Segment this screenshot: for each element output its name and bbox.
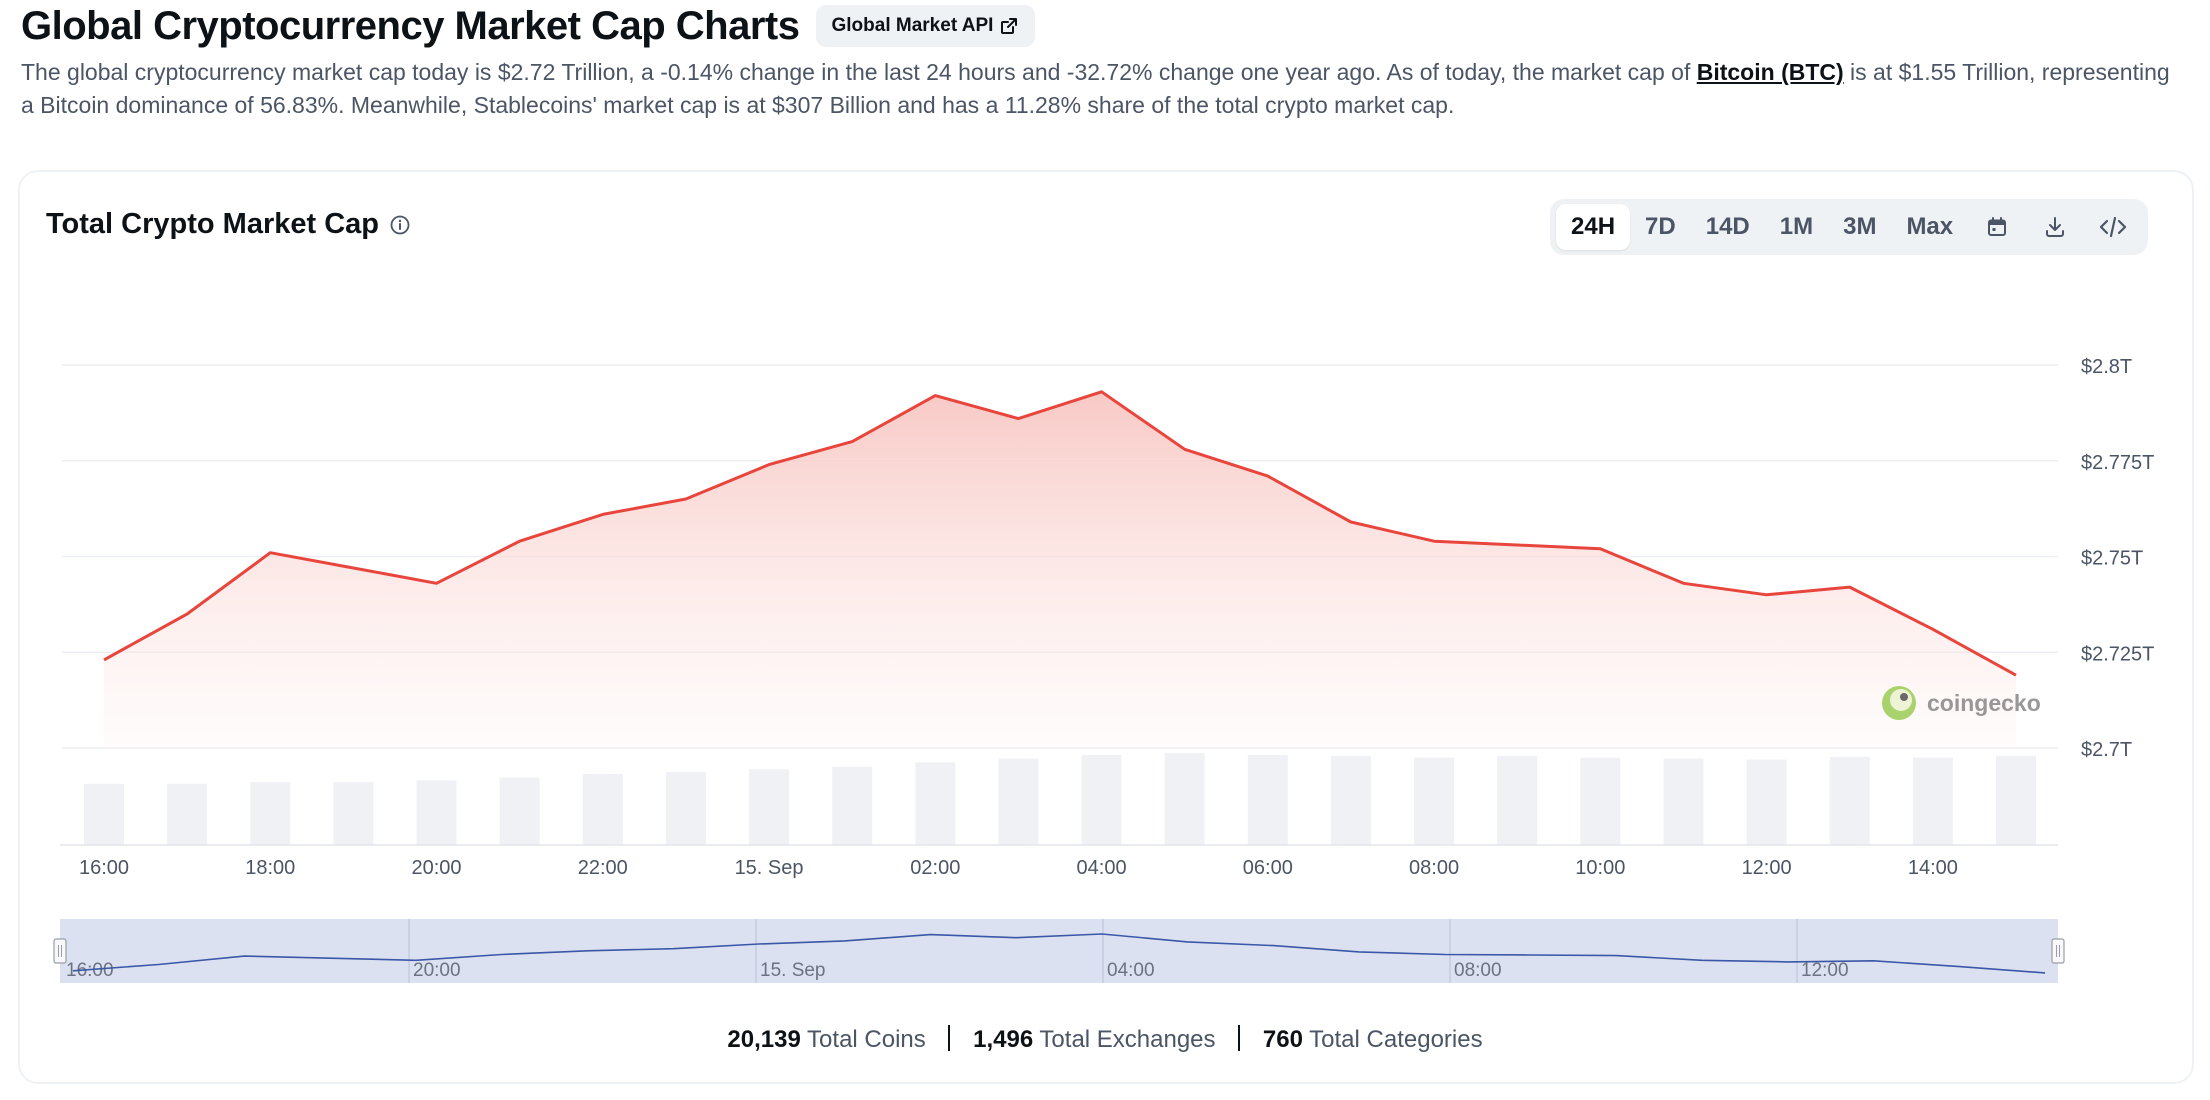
download-button[interactable] bbox=[2026, 204, 2084, 250]
total-coins-label: Total Coins bbox=[807, 1026, 926, 1053]
y-tick-label: $2.8T bbox=[2081, 356, 2132, 378]
range-max-button[interactable]: Max bbox=[1906, 213, 1954, 240]
summary-text-2: is at $1.55 Trillion, representing a Bit… bbox=[21, 59, 2170, 118]
navigator-right-handle[interactable] bbox=[2051, 938, 2065, 964]
volume-bar bbox=[416, 780, 457, 845]
market-cap-line[interactable] bbox=[103, 390, 2017, 677]
y-tick-label: $2.725T bbox=[2081, 643, 2154, 665]
divider bbox=[1238, 1025, 1241, 1051]
y-tick-label: $2.75T bbox=[2081, 548, 2143, 570]
volume-bar bbox=[333, 782, 374, 845]
volume-bar bbox=[1912, 757, 1953, 845]
volume-bar bbox=[1164, 753, 1205, 845]
market-cap-area bbox=[104, 391, 2016, 748]
volume-bar bbox=[1414, 757, 1455, 845]
volume-bar bbox=[250, 782, 291, 845]
y-axis-labels: $2.8T $2.775T $2.75T $2.725T $2.7T bbox=[2081, 356, 2154, 761]
volume-bar bbox=[1330, 755, 1371, 845]
market-summary: The global cryptocurrency market cap tod… bbox=[21, 56, 2171, 122]
x-tick-label: 06:00 bbox=[1243, 857, 1293, 879]
volume-bar bbox=[1995, 755, 2036, 845]
x-tick-label: 18:00 bbox=[245, 857, 295, 879]
market-stats-footer: 20,139 Total Coins 1,496 Total Exchanges… bbox=[0, 1025, 2210, 1054]
range-1m-button[interactable]: 1M bbox=[1779, 213, 1814, 240]
volume-bar bbox=[1746, 759, 1787, 845]
navigator-label: 16:00 bbox=[66, 960, 114, 981]
global-market-api-button[interactable]: Global Market API bbox=[815, 5, 1036, 47]
page-header: Global Cryptocurrency Market Cap Charts … bbox=[21, 0, 1036, 52]
total-exchanges-value: 1,496 bbox=[973, 1026, 1034, 1053]
x-tick-label: 10:00 bbox=[1575, 857, 1625, 879]
chart-title-label: Total Crypto Market Cap bbox=[46, 208, 380, 240]
time-range-selector: 24H 7D 14D 1M 3M Max bbox=[1550, 199, 2149, 255]
calendar-button[interactable] bbox=[1968, 204, 2026, 250]
total-categories-value: 760 bbox=[1262, 1026, 1303, 1053]
navigator-label: 08:00 bbox=[1454, 960, 1502, 981]
coingecko-watermark: coingecko bbox=[1882, 686, 2041, 720]
volume-bar bbox=[749, 769, 790, 845]
x-tick-label: 20:00 bbox=[411, 857, 461, 879]
volume-bar bbox=[499, 777, 540, 845]
volume-bar bbox=[1081, 755, 1122, 845]
volume-bars bbox=[84, 753, 2036, 845]
range-7d-button[interactable]: 7D bbox=[1645, 213, 1676, 240]
range-24h-button[interactable]: 24H bbox=[1556, 204, 1631, 250]
volume-bar bbox=[1829, 756, 1870, 845]
navigator-label: 15. Sep bbox=[760, 960, 826, 981]
volume-bar bbox=[832, 766, 873, 845]
x-tick-label: 14:00 bbox=[1908, 857, 1958, 879]
navigator-labels: 16:00 20:00 15. Sep 04:00 08:00 12:00 bbox=[66, 960, 1849, 981]
volume-bar bbox=[84, 783, 124, 845]
external-link-icon bbox=[1001, 18, 1018, 34]
x-axis-labels: 16:00 18:00 20:00 22:00 15. Sep 02:00 04:00 06:… bbox=[79, 857, 1958, 879]
embed-code-icon bbox=[2100, 216, 2127, 238]
volume-bar bbox=[1580, 757, 1621, 845]
navigator-label: 12:00 bbox=[1801, 960, 1849, 981]
navigator-label: 04:00 bbox=[1107, 960, 1155, 981]
divider bbox=[948, 1025, 951, 1051]
watermark-text: coingecko bbox=[1927, 690, 2041, 716]
x-tick-label: 16:00 bbox=[79, 857, 129, 879]
volume-bar bbox=[998, 758, 1039, 845]
chart-card bbox=[18, 170, 2194, 1084]
y-tick-label: $2.7T bbox=[2081, 739, 2132, 761]
chart-title: Total Crypto Market Cap bbox=[46, 208, 411, 241]
navigator-label: 20:00 bbox=[413, 960, 461, 981]
x-tick-label: 15. Sep bbox=[735, 857, 804, 879]
bitcoin-link[interactable]: Bitcoin (BTC) bbox=[1696, 59, 1844, 85]
navigator-selection[interactable] bbox=[60, 919, 2058, 983]
volume-bar bbox=[1247, 755, 1288, 845]
x-tick-label: 22:00 bbox=[578, 857, 628, 879]
navigator-gridlines bbox=[408, 919, 1798, 983]
navigator-left-handle[interactable] bbox=[53, 938, 67, 964]
range-14d-button[interactable]: 14D bbox=[1705, 213, 1750, 240]
market-cap-chart[interactable]: $2.8T $2.775T $2.75T $2.725T $2.7T coingecko… bbox=[0, 0, 2210, 1000]
volume-bar bbox=[665, 772, 706, 845]
calendar-icon bbox=[1988, 217, 2007, 236]
range-3m-button[interactable]: 3M bbox=[1843, 213, 1877, 240]
volume-bar bbox=[1663, 758, 1704, 845]
x-tick-label: 12:00 bbox=[1742, 857, 1792, 879]
page-title: Global Cryptocurrency Market Cap Charts bbox=[21, 3, 800, 48]
total-exchanges-label: Total Exchanges bbox=[1039, 1026, 1216, 1053]
volume-bar bbox=[1497, 755, 1538, 845]
download-icon bbox=[2046, 217, 2065, 237]
api-button-label: Global Market API bbox=[831, 15, 994, 36]
x-tick-label: 04:00 bbox=[1077, 857, 1127, 879]
summary-text-1: The global cryptocurrency market cap tod… bbox=[21, 59, 1697, 85]
total-coins-value: 20,139 bbox=[727, 1026, 801, 1053]
x-tick-label: 02:00 bbox=[910, 857, 960, 879]
range-navigator[interactable]: 16:00 20:00 15. Sep 04:00 08:00 12:00 bbox=[53, 919, 2065, 983]
volume-bar bbox=[582, 773, 623, 845]
volume-bar bbox=[915, 762, 956, 845]
info-icon[interactable] bbox=[389, 214, 411, 236]
total-categories-label: Total Categories bbox=[1309, 1026, 1483, 1053]
x-tick-label: 08:00 bbox=[1409, 857, 1459, 879]
navigator-line bbox=[72, 933, 2046, 974]
y-tick-label: $2.775T bbox=[2081, 452, 2154, 474]
volume-bar bbox=[167, 783, 208, 845]
embed-button[interactable] bbox=[2084, 204, 2142, 250]
